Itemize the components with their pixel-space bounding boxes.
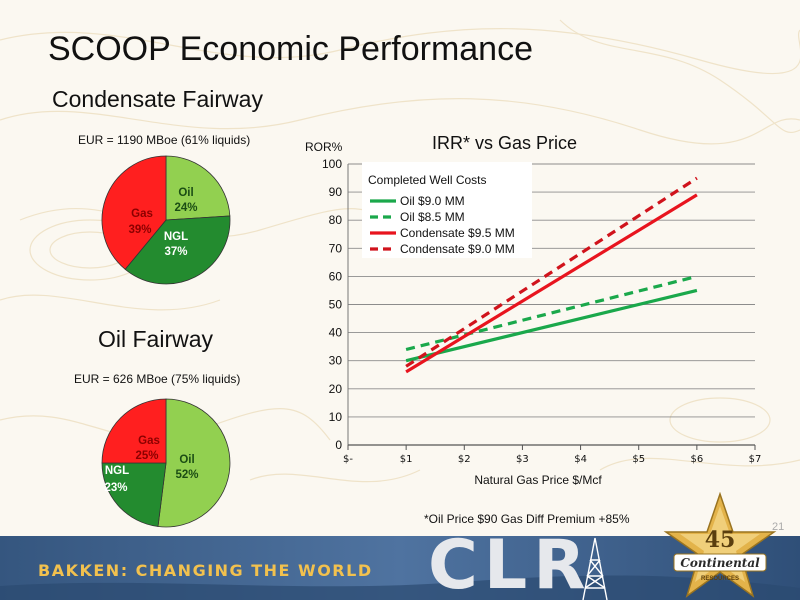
pie-chart-oil: Oil 52% NGL 23% Gas 25%: [101, 398, 231, 528]
slice-label-gas: Gas: [131, 208, 153, 220]
gridlines: [348, 163, 755, 418]
x-tick-label: $3: [516, 454, 529, 465]
slice-pct-oil: 52%: [175, 469, 198, 481]
badge-subtext: RESOURCES: [701, 576, 739, 582]
banner-tagline: BAKKEN: CHANGING THE WORLD: [38, 561, 373, 580]
pie-slice-ngl: [124, 215, 231, 285]
irr-line-chart: 0 10 20 30 40 50 60 70 80 90 100 $- $1 $2 $3 $4 $5 $6 $7 C…: [305, 140, 761, 487]
footer-banner: BAKKEN: CHANGING THE WORLD CLR: [0, 536, 800, 600]
x-tick-label: $-: [343, 454, 353, 465]
banner-background: [0, 536, 800, 600]
series-line: [405, 193, 698, 374]
pie-slice-ngl: [101, 462, 167, 527]
y-tick-label: 40: [329, 326, 343, 340]
badge-text: Continental: [680, 556, 760, 570]
clr-logo: CLR: [428, 536, 592, 600]
x-tick-label: $6: [690, 454, 703, 465]
slice-label-oil: Oil: [179, 454, 194, 466]
page-title: SCOOP Economic Performance: [48, 30, 533, 68]
series-line: [405, 288, 698, 363]
x-tick-label: $2: [458, 454, 471, 465]
y-tick-label: 50: [329, 298, 343, 312]
series-line: [405, 274, 698, 352]
series-lines: [405, 176, 698, 374]
y-tick-label: 20: [329, 382, 343, 396]
y-tick-label: 0: [335, 438, 342, 452]
section-title-oil: Oil Fairway: [98, 326, 214, 352]
pie-slice-oil: [157, 398, 231, 528]
series-line: [405, 176, 698, 368]
continental-resources-logo-icon: 45 Continental RESOURCES: [663, 492, 777, 598]
y-axis-label: ROR%: [305, 140, 343, 154]
x-tick-label: $4: [574, 454, 587, 465]
slice-label-oil: Oil: [178, 187, 193, 199]
legend-entry: Oil $9.0 MM: [400, 194, 465, 208]
y-tick-label: 30: [329, 354, 343, 368]
badge-number: 45: [705, 527, 736, 553]
pie-slice-gas: [101, 155, 167, 270]
slice-label-ngl: NGL: [105, 465, 129, 477]
x-axis-label: Natural Gas Price $/Mcf: [474, 473, 602, 487]
y-tick-label: 100: [322, 157, 342, 171]
oil-rig-icon: [582, 537, 608, 600]
y-tick-label: 70: [329, 241, 343, 255]
eur-label-condensate: EUR = 1190 MBoe (61% liquids): [78, 133, 251, 147]
legend-box: [362, 162, 532, 258]
y-tick-label: 90: [329, 185, 343, 199]
y-tick-label: 80: [329, 213, 343, 227]
slice-pct-gas: 39%: [128, 224, 151, 236]
legend-entry: Condensate $9.5 MM: [400, 226, 515, 240]
eur-label-oil: EUR = 626 MBoe (75% liquids): [74, 372, 241, 386]
slice-label-ngl: NGL: [164, 231, 188, 243]
chart-title: IRR* vs Gas Price: [432, 133, 578, 153]
slice-label-gas: Gas: [138, 435, 160, 447]
legend-title: Completed Well Costs: [368, 173, 487, 187]
pie-slice-gas: [101, 398, 167, 464]
y-tick-label: 10: [329, 410, 343, 424]
slice-pct-ngl: 23%: [104, 482, 127, 494]
page-number: 21: [772, 521, 785, 533]
x-tick-label: $5: [632, 454, 645, 465]
legend-entry: Condensate $9.0 MM: [400, 242, 515, 256]
slice-pct-oil: 24%: [174, 202, 197, 214]
footnote: *Oil Price $90 Gas Diff Premium +85%: [424, 512, 630, 526]
y-tick-label: 60: [329, 269, 343, 283]
x-tick-label: $7: [749, 454, 762, 465]
pie-slice-oil: [165, 155, 231, 221]
slice-pct-ngl: 37%: [164, 246, 187, 258]
legend: Completed Well Costs Oil $9.0 MM Oil $8.5…: [362, 162, 532, 258]
x-tick-label: $1: [400, 454, 413, 465]
slice-pct-gas: 25%: [135, 450, 158, 462]
legend-entry: Oil $8.5 MM: [400, 210, 465, 224]
section-title-condensate: Condensate Fairway: [52, 86, 263, 112]
pie-chart-condensate: Oil 24% NGL 37% Gas 39%: [101, 155, 231, 285]
axes: 0 10 20 30 40 50 60 70 80 90 100 $- $1 $2 $3 $4 $5 $6 $7: [322, 157, 761, 465]
